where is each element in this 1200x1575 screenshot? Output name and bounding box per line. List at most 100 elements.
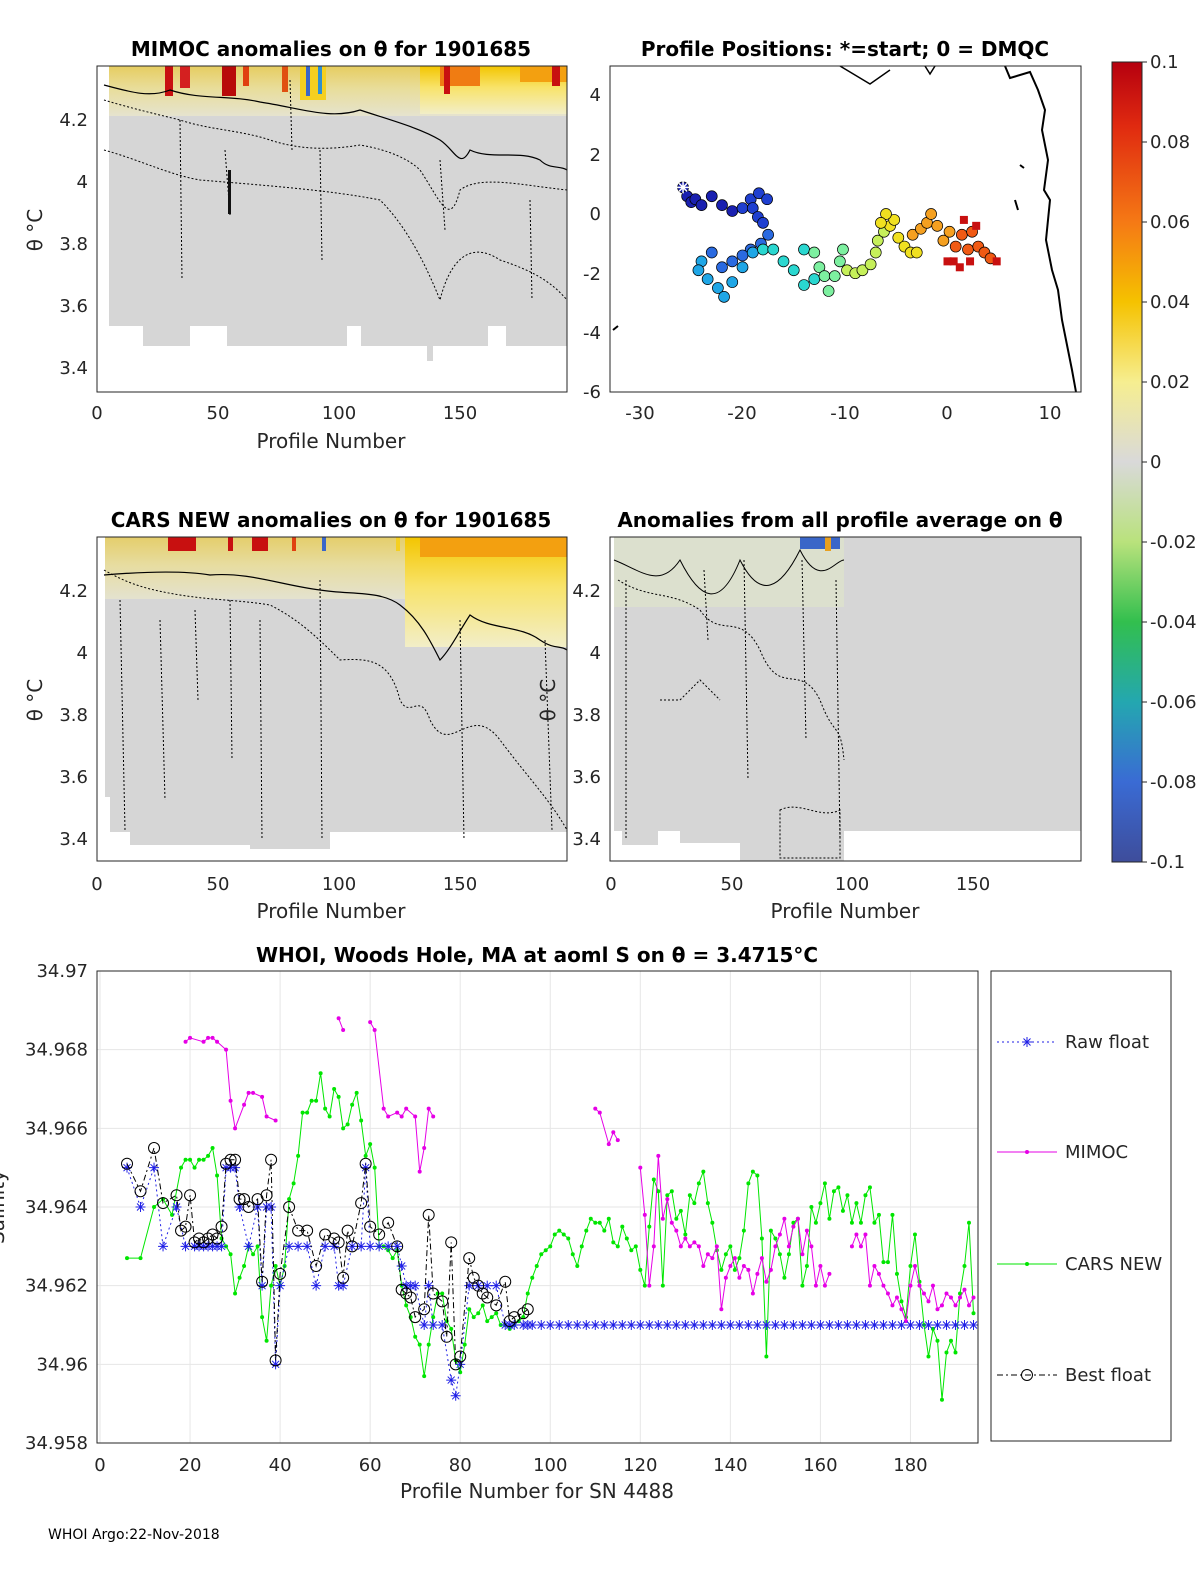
cars-ytick: 3.4 [59, 829, 88, 850]
point-cars-new [183, 1157, 188, 1162]
point-raw-float [851, 1320, 862, 1330]
point-cars-new [966, 1220, 971, 1225]
point-best-float [202, 1232, 215, 1245]
profile-position [712, 282, 724, 294]
point-raw-float [554, 1320, 565, 1330]
point-mimoc [764, 1279, 769, 1284]
point-cars-new [341, 1126, 346, 1131]
profile-position [718, 291, 730, 303]
point-best-float [503, 1315, 516, 1328]
point-raw-float [662, 1320, 673, 1330]
positions-title: Profile Positions: *=start; 0 = DMQC [641, 37, 1049, 61]
point-cars-new [710, 1220, 715, 1225]
point-mimoc [719, 1307, 724, 1312]
profile-position [746, 246, 759, 259]
cars-y-ticks: 3.4 3.6 3.8 4 4.2 [59, 581, 88, 850]
allavg-xtick: 150 [956, 874, 990, 895]
point-best-float [404, 1291, 417, 1304]
point-cars-new [840, 1208, 845, 1213]
point-raw-float [725, 1320, 736, 1330]
point-mimoc [683, 1236, 688, 1241]
profile-position [943, 225, 956, 238]
point-best-float [427, 1287, 440, 1300]
point-raw-float [842, 1320, 853, 1330]
point-best-float [418, 1303, 431, 1316]
mimoc-xtick: 50 [207, 403, 230, 424]
salinity-xtick: 180 [893, 1455, 927, 1476]
point-cars-new [422, 1374, 427, 1379]
profile-position [949, 240, 962, 253]
series-mimoc [183, 1016, 976, 1324]
point-cars-new [971, 1311, 976, 1316]
point-mimoc [336, 1016, 341, 1021]
point-mimoc [714, 1244, 719, 1249]
point-cars-new [413, 1334, 418, 1339]
point-mimoc [813, 1283, 818, 1288]
point-cars-new [534, 1264, 539, 1268]
profile-position [777, 255, 790, 268]
legend-label: Best float [1065, 1365, 1151, 1386]
allavg-panel: Anomalies from all profile average on θ … [536, 508, 1082, 923]
point-best-float [373, 1228, 386, 1241]
point-cars-new [701, 1169, 706, 1174]
point-raw-float [234, 1202, 245, 1212]
point-cars-new [192, 1165, 197, 1170]
legend-label: Raw float [1065, 1032, 1149, 1053]
point-cars-new [633, 1244, 638, 1249]
salinity-ytick: 34.968 [25, 1040, 88, 1061]
point-best-float [193, 1232, 206, 1245]
point-cars-new [440, 1291, 445, 1296]
legend-item-cars-new: CARS NEW [997, 1254, 1162, 1275]
point-raw-float [617, 1320, 628, 1330]
point-raw-float [905, 1320, 916, 1330]
point-mimoc [251, 1090, 256, 1095]
point-raw-float [941, 1320, 952, 1330]
point-cars-new [912, 1232, 917, 1237]
point-raw-float [761, 1320, 772, 1330]
point-cars-new [642, 1283, 647, 1288]
point-raw-float [446, 1375, 457, 1386]
point-mimoc [917, 1283, 922, 1288]
point-cars-new [728, 1244, 733, 1249]
point-raw-float [896, 1320, 907, 1330]
point-raw-float [707, 1320, 718, 1330]
point-raw-float [180, 1241, 191, 1252]
point-cars-new [242, 1264, 247, 1268]
point-cars-new [696, 1181, 701, 1186]
point-raw-float [671, 1320, 682, 1330]
point-cars-new [899, 1299, 904, 1304]
point-raw-float [437, 1320, 448, 1330]
point-raw-float [923, 1320, 934, 1330]
point-cars-new [557, 1228, 562, 1233]
point-cars-new [629, 1248, 634, 1253]
point-mimoc [696, 1244, 701, 1249]
profile-position [726, 276, 739, 288]
point-best-float [260, 1189, 273, 1202]
point-mimoc [606, 1142, 611, 1147]
point-raw-float [122, 1162, 133, 1173]
profile-position [726, 205, 739, 217]
point-cars-new [300, 1110, 305, 1115]
point-raw-float [392, 1241, 403, 1252]
point-best-float [436, 1295, 449, 1308]
point-raw-float [230, 1162, 241, 1173]
series-best-float [121, 1142, 534, 1371]
profile-position [701, 273, 714, 285]
point-cars-new [561, 1232, 566, 1237]
point-cars-new [309, 1098, 314, 1103]
point-mimoc [417, 1169, 422, 1174]
point-cars-new [210, 1146, 215, 1150]
point-cars-new [345, 1122, 350, 1127]
point-mimoc [426, 1106, 431, 1111]
point-cars-new [876, 1212, 881, 1217]
point-cars-new [291, 1181, 296, 1186]
point-raw-float [626, 1320, 637, 1330]
point-raw-float [135, 1202, 146, 1212]
point-mimoc [399, 1114, 404, 1119]
point-raw-float [743, 1320, 754, 1330]
point-raw-float [293, 1241, 304, 1252]
point-cars-new [260, 1315, 265, 1320]
point-cars-new [566, 1236, 571, 1241]
point-raw-float [716, 1320, 727, 1330]
point-cars-new [755, 1173, 760, 1178]
